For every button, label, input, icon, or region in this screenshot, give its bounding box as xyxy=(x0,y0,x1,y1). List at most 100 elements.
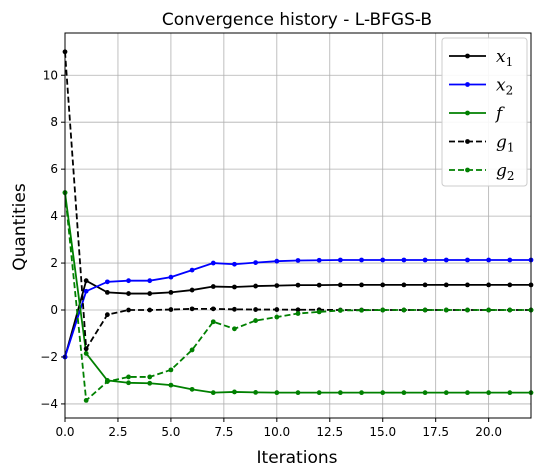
series-point-g2 xyxy=(253,318,259,323)
legend-label-x2: x2 xyxy=(496,76,513,98)
series-point-g2 xyxy=(507,307,513,313)
series-point-x2 xyxy=(337,257,343,263)
x-tick-label: 10.0 xyxy=(263,425,290,439)
series-point-x2 xyxy=(274,258,280,264)
series-point-x2 xyxy=(83,288,89,294)
series-point-g2 xyxy=(126,374,131,380)
series-point-g1 xyxy=(168,307,174,312)
series-point-x1 xyxy=(337,282,343,288)
y-tick-label: 8 xyxy=(50,115,58,129)
series-point-f xyxy=(380,390,386,396)
series-point-g1 xyxy=(147,307,153,313)
series-point-f xyxy=(168,382,174,388)
y-tick-label: 6 xyxy=(50,162,58,176)
series-point-x2 xyxy=(422,257,428,263)
legend-marker-x2 xyxy=(465,82,470,87)
series-point-g2 xyxy=(210,319,216,325)
y-tick-label: 2 xyxy=(50,256,58,270)
x-tick-label: 17.5 xyxy=(422,425,449,439)
series-point-x1 xyxy=(210,284,216,289)
series-point-g2 xyxy=(337,308,343,313)
series-point-g2 xyxy=(486,307,492,313)
series-point-g2 xyxy=(147,374,153,380)
series-point-g2 xyxy=(401,307,407,313)
legend-label-x1: x1 xyxy=(496,47,513,69)
series-point-x2 xyxy=(295,258,301,263)
series-point-g2 xyxy=(232,326,237,332)
series-point-g1 xyxy=(83,346,89,352)
series-point-g2 xyxy=(83,397,89,403)
y-tick-label: 10 xyxy=(43,68,58,82)
series-point-f xyxy=(274,390,280,396)
series-point-g1 xyxy=(126,307,131,313)
series-point-g1 xyxy=(232,306,237,312)
series-point-x2 xyxy=(104,279,110,285)
series-point-g2 xyxy=(104,379,110,385)
series-point-x1 xyxy=(168,290,174,295)
series-point-g1 xyxy=(253,307,259,312)
y-tick-label: −4 xyxy=(40,397,58,411)
x-tick-label: 12.5 xyxy=(316,425,343,439)
legend-marker-g2 xyxy=(465,167,470,173)
series-point-x2 xyxy=(232,261,237,267)
series-point-g1 xyxy=(295,307,301,313)
series-point-x1 xyxy=(443,282,449,288)
series-point-f xyxy=(210,390,216,396)
series-point-x1 xyxy=(401,282,407,288)
series-point-f xyxy=(126,380,131,386)
series-point-f xyxy=(295,390,301,396)
x-tick-label: 20.0 xyxy=(475,425,502,439)
series-point-x2 xyxy=(210,260,216,266)
legend-label-g2: g2 xyxy=(496,161,515,183)
series-point-f xyxy=(443,390,449,396)
legend-marker-x1 xyxy=(465,53,470,59)
series-point-g2 xyxy=(316,309,322,315)
series-point-x1 xyxy=(126,291,131,296)
series-point-f xyxy=(232,389,237,395)
series-point-g1 xyxy=(274,307,280,312)
series-point-x1 xyxy=(359,282,364,288)
series-point-f xyxy=(337,390,343,396)
series-point-g2 xyxy=(295,311,301,316)
series-point-x2 xyxy=(126,278,131,284)
series-point-x1 xyxy=(316,282,322,288)
series-point-x1 xyxy=(253,283,259,289)
y-tick-label: 0 xyxy=(50,303,58,317)
y-tick-label: 4 xyxy=(50,209,58,223)
legend: x1 x2 f g1 g2 xyxy=(441,37,528,187)
plot-frame xyxy=(64,32,532,419)
series-point-x1 xyxy=(189,287,195,293)
x-axis-label: Iterations xyxy=(257,448,338,468)
series-point-x2 xyxy=(443,257,449,263)
series-point-x2 xyxy=(486,257,492,263)
series-point-f xyxy=(465,390,470,396)
series-point-x1 xyxy=(274,283,280,288)
series-point-x2 xyxy=(465,257,470,263)
series-point-x1 xyxy=(232,284,237,290)
series-point-x1 xyxy=(507,282,513,288)
series-point-g2 xyxy=(465,307,470,313)
x-tick-label: 5.0 xyxy=(161,425,180,439)
series-point-f xyxy=(401,390,407,396)
legend-marker-f xyxy=(465,110,470,116)
series-point-x1 xyxy=(465,282,470,288)
y-axis-label: Quantities xyxy=(10,183,30,271)
legend-box xyxy=(441,37,528,187)
series-point-g1 xyxy=(189,306,195,312)
series-point-f xyxy=(507,390,513,396)
series-point-g2 xyxy=(422,307,428,313)
series-point-f xyxy=(422,390,428,396)
series-point-x1 xyxy=(104,290,110,295)
ticks: 0.0 2.5 5.0 7.5 10.0 12.5 15.0 17.5 20.0 −4 −2 0 2 4 6… xyxy=(40,68,502,439)
series-point-x2 xyxy=(189,267,195,273)
series-point-x2 xyxy=(168,274,174,280)
series-line-g1 xyxy=(64,51,531,352)
x-tick-label: 2.5 xyxy=(108,425,127,439)
series-point-f xyxy=(83,351,89,356)
series-point-f xyxy=(359,390,364,396)
series-point-g2 xyxy=(189,347,195,353)
series-point-f xyxy=(486,390,492,396)
series-point-x2 xyxy=(507,257,513,263)
x-tick-label: 0.0 xyxy=(55,425,74,439)
